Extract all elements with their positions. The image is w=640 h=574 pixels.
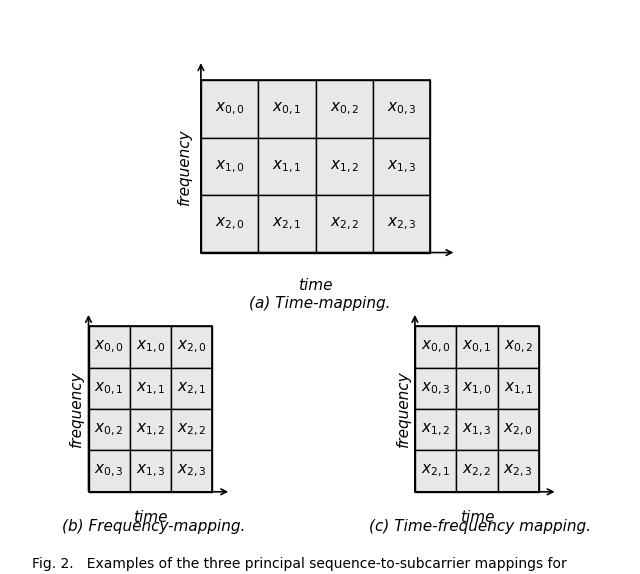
FancyBboxPatch shape bbox=[373, 138, 431, 195]
Text: $\mathit{x_{0,1}}$: $\mathit{x_{0,1}}$ bbox=[272, 101, 301, 117]
Text: $\mathit{x_{1,3}}$: $\mathit{x_{1,3}}$ bbox=[462, 422, 492, 438]
Text: $\mathit{x_{2,3}}$: $\mathit{x_{2,3}}$ bbox=[504, 463, 533, 479]
FancyBboxPatch shape bbox=[88, 368, 130, 409]
Bar bbox=[201, 80, 431, 253]
Text: $\mathit{x_{2,0}}$: $\mathit{x_{2,0}}$ bbox=[177, 339, 207, 355]
FancyBboxPatch shape bbox=[316, 138, 373, 195]
Text: $\mathit{x_{1,1}}$: $\mathit{x_{1,1}}$ bbox=[136, 381, 165, 397]
Text: $\mathit{x_{1,0}}$: $\mathit{x_{1,0}}$ bbox=[136, 339, 165, 355]
Text: $\mathit{x_{2,1}}$: $\mathit{x_{2,1}}$ bbox=[177, 381, 207, 397]
Text: (b) Frequency-mapping.: (b) Frequency-mapping. bbox=[62, 519, 245, 534]
FancyBboxPatch shape bbox=[497, 327, 539, 368]
Text: Fig. 2.   Examples of the three principal sequence-to-subcarrier mappings for: Fig. 2. Examples of the three principal … bbox=[32, 557, 567, 571]
FancyBboxPatch shape bbox=[88, 327, 130, 368]
FancyBboxPatch shape bbox=[497, 368, 539, 409]
Text: $\mathit{x_{0,2}}$: $\mathit{x_{0,2}}$ bbox=[330, 101, 359, 117]
Text: $\mathit{x_{0,2}}$: $\mathit{x_{0,2}}$ bbox=[95, 422, 124, 438]
FancyBboxPatch shape bbox=[415, 327, 456, 368]
FancyBboxPatch shape bbox=[316, 195, 373, 253]
Text: $\mathit{x_{2,3}}$: $\mathit{x_{2,3}}$ bbox=[177, 463, 207, 479]
Text: (a) Time-mapping.: (a) Time-mapping. bbox=[249, 296, 391, 311]
FancyBboxPatch shape bbox=[456, 368, 497, 409]
Text: $\mathit{x_{1,2}}$: $\mathit{x_{1,2}}$ bbox=[136, 422, 165, 438]
Text: $\mathit{x_{1,2}}$: $\mathit{x_{1,2}}$ bbox=[330, 158, 359, 174]
FancyBboxPatch shape bbox=[130, 451, 171, 492]
FancyBboxPatch shape bbox=[316, 80, 373, 138]
Text: $\mathit{x_{0,0}}$: $\mathit{x_{0,0}}$ bbox=[214, 101, 244, 117]
Text: $\mathit{x_{2,0}}$: $\mathit{x_{2,0}}$ bbox=[503, 422, 533, 438]
FancyBboxPatch shape bbox=[456, 409, 497, 451]
Text: $\mathit{x_{1,0}}$: $\mathit{x_{1,0}}$ bbox=[214, 158, 244, 174]
Text: time: time bbox=[460, 510, 494, 525]
Text: (c) Time-frequency mapping.: (c) Time-frequency mapping. bbox=[369, 519, 591, 534]
FancyBboxPatch shape bbox=[456, 327, 497, 368]
FancyBboxPatch shape bbox=[171, 451, 212, 492]
FancyBboxPatch shape bbox=[415, 451, 456, 492]
FancyBboxPatch shape bbox=[88, 451, 130, 492]
Text: time: time bbox=[133, 510, 168, 525]
Text: $\mathit{x_{0,3}}$: $\mathit{x_{0,3}}$ bbox=[94, 463, 124, 479]
FancyBboxPatch shape bbox=[201, 80, 259, 138]
Text: $\mathit{x_{2,2}}$: $\mathit{x_{2,2}}$ bbox=[330, 216, 359, 232]
Text: $\mathit{x_{2,1}}$: $\mathit{x_{2,1}}$ bbox=[272, 216, 301, 232]
Text: $\mathit{x_{1,3}}$: $\mathit{x_{1,3}}$ bbox=[387, 158, 417, 174]
Text: $\mathit{x_{2,1}}$: $\mathit{x_{2,1}}$ bbox=[421, 463, 451, 479]
Text: $\mathit{x_{0,1}}$: $\mathit{x_{0,1}}$ bbox=[462, 339, 492, 355]
Text: $\mathit{x_{0,0}}$: $\mathit{x_{0,0}}$ bbox=[420, 339, 451, 355]
Text: $\mathit{x_{2,0}}$: $\mathit{x_{2,0}}$ bbox=[214, 216, 244, 232]
FancyBboxPatch shape bbox=[373, 80, 431, 138]
Text: $\mathit{x_{1,1}}$: $\mathit{x_{1,1}}$ bbox=[504, 381, 533, 397]
Bar bbox=[88, 327, 212, 492]
FancyBboxPatch shape bbox=[130, 368, 171, 409]
FancyBboxPatch shape bbox=[373, 195, 431, 253]
FancyBboxPatch shape bbox=[259, 80, 316, 138]
FancyBboxPatch shape bbox=[201, 138, 259, 195]
Text: $\mathit{x_{1,0}}$: $\mathit{x_{1,0}}$ bbox=[462, 381, 492, 397]
FancyBboxPatch shape bbox=[259, 138, 316, 195]
Text: frequency: frequency bbox=[69, 371, 84, 448]
FancyBboxPatch shape bbox=[130, 409, 171, 451]
Text: $\mathit{x_{0,3}}$: $\mathit{x_{0,3}}$ bbox=[387, 101, 417, 117]
Text: $\mathit{x_{1,2}}$: $\mathit{x_{1,2}}$ bbox=[421, 422, 451, 438]
Text: $\mathit{x_{1,3}}$: $\mathit{x_{1,3}}$ bbox=[136, 463, 165, 479]
Text: $\mathit{x_{0,1}}$: $\mathit{x_{0,1}}$ bbox=[95, 381, 124, 397]
FancyBboxPatch shape bbox=[171, 368, 212, 409]
FancyBboxPatch shape bbox=[415, 368, 456, 409]
Text: $\mathit{x_{0,3}}$: $\mathit{x_{0,3}}$ bbox=[420, 381, 451, 397]
Text: time: time bbox=[298, 278, 333, 293]
Text: frequency: frequency bbox=[177, 128, 193, 205]
FancyBboxPatch shape bbox=[259, 195, 316, 253]
Text: $\mathit{x_{1,1}}$: $\mathit{x_{1,1}}$ bbox=[272, 158, 301, 174]
Text: $\mathit{x_{2,2}}$: $\mathit{x_{2,2}}$ bbox=[177, 422, 207, 438]
FancyBboxPatch shape bbox=[201, 195, 259, 253]
FancyBboxPatch shape bbox=[88, 409, 130, 451]
Text: $\mathit{x_{2,2}}$: $\mathit{x_{2,2}}$ bbox=[462, 463, 492, 479]
Text: frequency: frequency bbox=[396, 371, 411, 448]
FancyBboxPatch shape bbox=[415, 409, 456, 451]
FancyBboxPatch shape bbox=[497, 451, 539, 492]
FancyBboxPatch shape bbox=[456, 451, 497, 492]
Text: $\mathit{x_{0,0}}$: $\mathit{x_{0,0}}$ bbox=[94, 339, 124, 355]
FancyBboxPatch shape bbox=[497, 409, 539, 451]
FancyBboxPatch shape bbox=[171, 327, 212, 368]
FancyBboxPatch shape bbox=[130, 327, 171, 368]
FancyBboxPatch shape bbox=[171, 409, 212, 451]
Bar bbox=[415, 327, 539, 492]
Text: $\mathit{x_{0,2}}$: $\mathit{x_{0,2}}$ bbox=[504, 339, 533, 355]
Text: $\mathit{x_{2,3}}$: $\mathit{x_{2,3}}$ bbox=[387, 216, 417, 232]
